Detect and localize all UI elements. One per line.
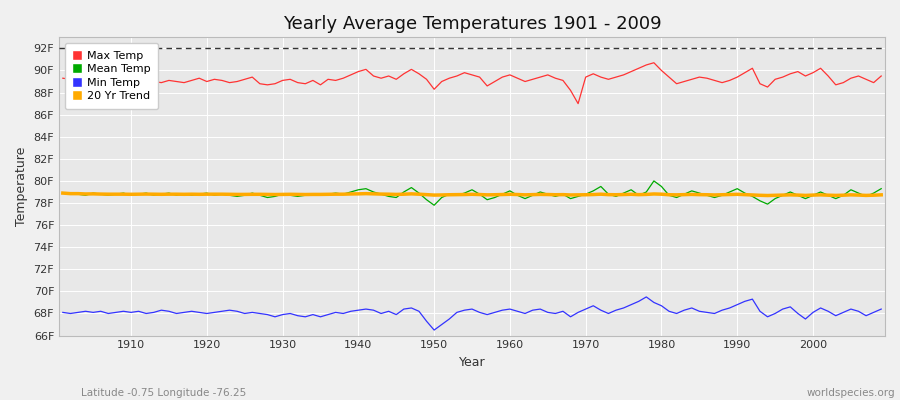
Text: worldspecies.org: worldspecies.org xyxy=(807,388,896,398)
X-axis label: Year: Year xyxy=(459,356,485,369)
Text: Latitude -0.75 Longitude -76.25: Latitude -0.75 Longitude -76.25 xyxy=(81,388,247,398)
Y-axis label: Temperature: Temperature xyxy=(15,147,28,226)
Legend: Max Temp, Mean Temp, Min Temp, 20 Yr Trend: Max Temp, Mean Temp, Min Temp, 20 Yr Tre… xyxy=(65,43,158,109)
Title: Yearly Average Temperatures 1901 - 2009: Yearly Average Temperatures 1901 - 2009 xyxy=(283,15,662,33)
